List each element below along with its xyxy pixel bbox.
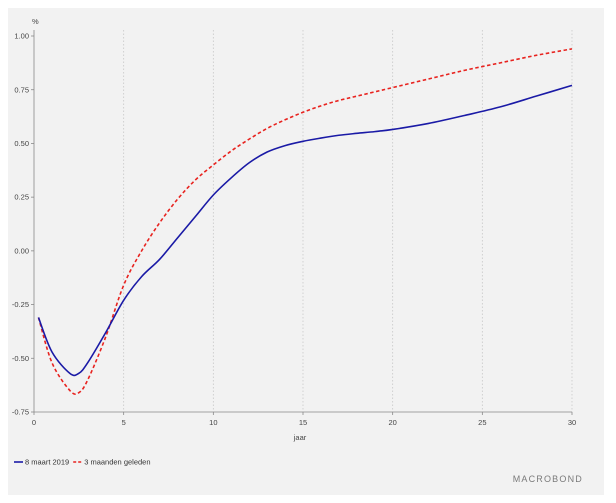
legend: 8 maart 2019 3 maanden geleden <box>14 458 151 467</box>
x-tick-labels: 0 5 10 15 20 25 30 <box>32 418 576 427</box>
series-line-march-8-2019 <box>37 84 573 377</box>
x-tick-label: 30 <box>568 418 576 427</box>
x-tick-label: 15 <box>299 418 307 427</box>
legend-label-1: 3 maanden geleden <box>84 458 150 467</box>
x-tick-label: 0 <box>32 418 36 427</box>
y-tick-label: 1.00 <box>14 32 29 41</box>
x-tick-label: 20 <box>388 418 396 427</box>
series <box>37 48 573 395</box>
axes <box>33 30 572 413</box>
legend-label-0: 8 maart 2019 <box>25 458 69 467</box>
y-tick-label: -0.25 <box>12 300 29 309</box>
y-tick-label: 0.50 <box>14 139 29 148</box>
y-tick-label: 0.00 <box>14 246 29 255</box>
y-tick-labels: 1.00 0.75 0.50 0.25 0.00 -0.25 -0.50 -0.75 <box>12 32 29 417</box>
x-tick-label: 10 <box>209 418 217 427</box>
x-axis-label: jaar <box>293 433 307 442</box>
series-line-three-months-ago <box>37 48 573 395</box>
grid <box>31 30 573 415</box>
y-tick-label: 0.25 <box>14 193 29 202</box>
y-axis-label: % <box>32 17 39 26</box>
y-tick-label: -0.50 <box>12 354 29 363</box>
y-tick-label: 0.75 <box>14 85 29 94</box>
macrobond-logo: MACROBOND <box>513 474 583 484</box>
y-tick-label: -0.75 <box>12 408 29 417</box>
x-tick-label: 5 <box>122 418 126 427</box>
x-tick-label: 25 <box>478 418 486 427</box>
chart-frame <box>8 8 604 495</box>
